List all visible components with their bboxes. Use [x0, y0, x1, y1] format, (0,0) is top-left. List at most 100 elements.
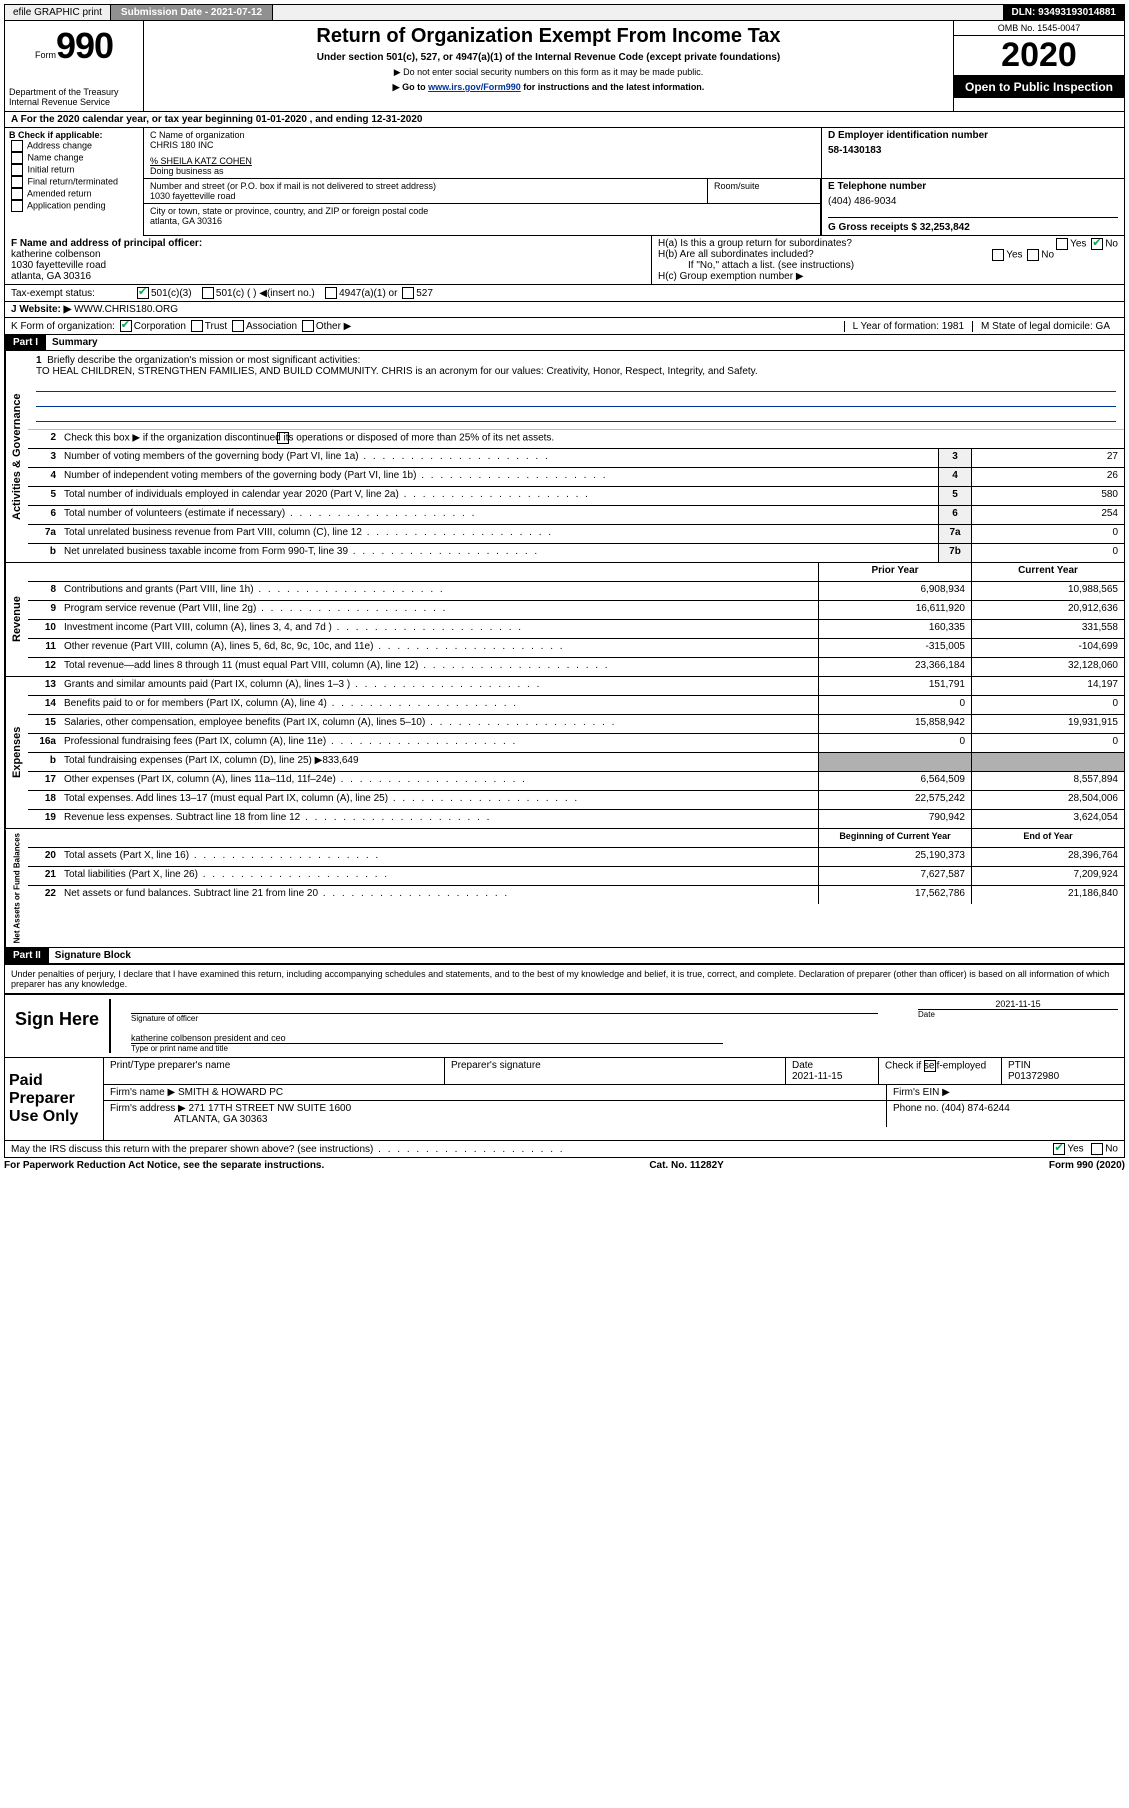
addr-street: 1030 fayetteville road — [150, 191, 701, 201]
discuss-no[interactable] — [1091, 1143, 1103, 1155]
vtab-revenue: Revenue — [5, 563, 28, 676]
penalties-text: Under penalties of perjury, I declare th… — [4, 964, 1125, 994]
revenue-block: Revenue Prior Year Current Year 8 Contri… — [4, 563, 1125, 677]
netassets-block: Net Assets or Fund Balances Beginning of… — [4, 829, 1125, 948]
check-501c[interactable] — [202, 287, 214, 299]
care-of: % SHEILA KATZ COHEN — [150, 156, 815, 166]
hb-no[interactable] — [1027, 249, 1039, 261]
exp-line: 15 Salaries, other compensation, employe… — [28, 715, 1124, 734]
header-right: OMB No. 1545-0047 2020 Open to Public In… — [953, 21, 1124, 111]
form-header: Form990 Department of the Treasury Inter… — [4, 21, 1125, 112]
org-name: CHRIS 180 INC — [150, 140, 815, 150]
irs-label: Internal Revenue Service — [9, 97, 139, 107]
website-value: WWW.CHRIS180.ORG — [74, 304, 178, 315]
vtab-netassets: Net Assets or Fund Balances — [5, 829, 28, 947]
gross-receipts: G Gross receipts $ 32,253,842 — [828, 217, 1118, 233]
vtab-expenses: Expenses — [5, 677, 28, 828]
box-c: C Name of organization CHRIS 180 INC % S… — [144, 128, 821, 178]
exp-line: 18 Total expenses. Add lines 13–17 (must… — [28, 791, 1124, 810]
ha-yes[interactable] — [1056, 238, 1068, 250]
gov-line: b Net unrelated business taxable income … — [28, 544, 1124, 562]
discuss-yes[interactable] — [1053, 1143, 1065, 1155]
form-title: Return of Organization Exempt From Incom… — [148, 25, 949, 48]
dba-label: Doing business as — [150, 166, 815, 176]
block-bcd: B Check if applicable: Address change Na… — [4, 128, 1125, 236]
top-bar: efile GRAPHIC print Submission Date - 20… — [4, 4, 1125, 21]
org-name-label: C Name of organization — [150, 130, 815, 140]
gov-line: 4 Number of independent voting members o… — [28, 468, 1124, 487]
box-h: H(a) Is this a group return for subordin… — [652, 236, 1124, 284]
governance-block: Activities & Governance 1 Briefly descri… — [4, 351, 1125, 563]
rev-line: 11 Other revenue (Part VIII, column (A),… — [28, 639, 1124, 658]
ha-no[interactable] — [1091, 238, 1103, 250]
check-discontinued[interactable] — [277, 432, 289, 444]
check-assoc[interactable] — [232, 320, 244, 332]
part1-title: Summary — [52, 337, 98, 348]
rev-line: 10 Investment income (Part VIII, column … — [28, 620, 1124, 639]
block-fh: F Name and address of principal officer:… — [4, 236, 1125, 285]
check-501c3[interactable] — [137, 287, 149, 299]
check-corp[interactable] — [120, 320, 132, 332]
efile-label: efile GRAPHIC print — [5, 5, 111, 20]
net-line: 20 Total assets (Part X, line 16) 25,190… — [28, 848, 1124, 867]
gov-line: 7a Total unrelated business revenue from… — [28, 525, 1124, 544]
box-f: F Name and address of principal officer:… — [5, 236, 652, 284]
check-trust[interactable] — [191, 320, 203, 332]
open-to-public: Open to Public Inspection — [954, 76, 1124, 98]
paid-preparer-block: Paid Preparer Use Only Print/Type prepar… — [4, 1058, 1125, 1141]
box-d: D Employer identification number 58-1430… — [821, 128, 1124, 178]
gov-line: 6 Total number of volunteers (estimate i… — [28, 506, 1124, 525]
vtab-governance: Activities & Governance — [5, 351, 28, 562]
submission-date-button[interactable]: Submission Date - 2021-07-12 — [111, 5, 273, 20]
omb-number: OMB No. 1545-0047 — [954, 21, 1124, 36]
discuss-row: May the IRS discuss this return with the… — [4, 1141, 1125, 1158]
rev-line: 12 Total revenue—add lines 8 through 11 … — [28, 658, 1124, 676]
checkbox-name-change[interactable] — [11, 152, 23, 164]
dln-label: DLN: 93493193014881 — [1003, 5, 1124, 20]
note1: ▶ Do not enter social security numbers o… — [148, 67, 949, 78]
header-left: Form990 Department of the Treasury Inter… — [5, 21, 144, 111]
city-label: City or town, state or province, country… — [150, 206, 814, 216]
exp-line: 16a Professional fundraising fees (Part … — [28, 734, 1124, 753]
box-b: B Check if applicable: Address change Na… — [5, 128, 144, 236]
gov-line: 5 Total number of individuals employed i… — [28, 487, 1124, 506]
check-527[interactable] — [402, 287, 414, 299]
note2: ▶ Go to www.irs.gov/Form990 for instruct… — [148, 82, 949, 93]
net-line: 21 Total liabilities (Part X, line 26) 7… — [28, 867, 1124, 886]
part1-header: Part I — [5, 335, 46, 350]
klm-row: K Form of organization: Corporation Trus… — [4, 318, 1125, 335]
expenses-block: Expenses 13 Grants and similar amounts p… — [4, 677, 1125, 829]
checkbox-app-pending[interactable] — [11, 200, 23, 212]
subtitle: Under section 501(c), 527, or 4947(a)(1)… — [148, 52, 949, 63]
ein-label: D Employer identification number — [828, 130, 1118, 141]
checkbox-address-change[interactable] — [11, 140, 23, 152]
sign-here-block: Sign Here Signature of officer 2021-11-1… — [4, 994, 1125, 1058]
header-center: Return of Organization Exempt From Incom… — [144, 21, 953, 111]
checkbox-initial-return[interactable] — [11, 164, 23, 176]
hb-yes[interactable] — [992, 249, 1004, 261]
checkbox-final-return[interactable] — [11, 176, 23, 188]
gov-line: 3 Number of voting members of the govern… — [28, 449, 1124, 468]
exp-line: 14 Benefits paid to or for members (Part… — [28, 696, 1124, 715]
website-row: J Website: ▶ WWW.CHRIS180.ORG — [4, 302, 1125, 318]
rev-line: 8 Contributions and grants (Part VIII, l… — [28, 582, 1124, 601]
period-row: A For the 2020 calendar year, or tax yea… — [4, 112, 1125, 128]
rev-line: 9 Program service revenue (Part VIII, li… — [28, 601, 1124, 620]
addr-label: Number and street (or P.O. box if mail i… — [150, 181, 701, 191]
check-other[interactable] — [302, 320, 314, 332]
mission-text: TO HEAL CHILDREN, STRENGTHEN FAMILIES, A… — [36, 366, 758, 377]
irs-link[interactable]: www.irs.gov/Form990 — [428, 82, 521, 92]
dept-label: Department of the Treasury — [9, 87, 139, 97]
exp-line: 13 Grants and similar amounts paid (Part… — [28, 677, 1124, 696]
box-b-label: B Check if applicable: — [9, 130, 139, 140]
part2-header: Part II — [5, 948, 49, 963]
ein-value: 58-1430183 — [828, 145, 1118, 156]
part2-title: Signature Block — [55, 950, 131, 961]
check-self-employed[interactable] — [924, 1060, 936, 1072]
check-4947[interactable] — [325, 287, 337, 299]
state-domicile: M State of legal domicile: GA — [972, 321, 1118, 332]
net-line: 22 Net assets or fund balances. Subtract… — [28, 886, 1124, 904]
phone-label: E Telephone number — [828, 181, 1118, 192]
exp-line: 19 Revenue less expenses. Subtract line … — [28, 810, 1124, 828]
checkbox-amended[interactable] — [11, 188, 23, 200]
